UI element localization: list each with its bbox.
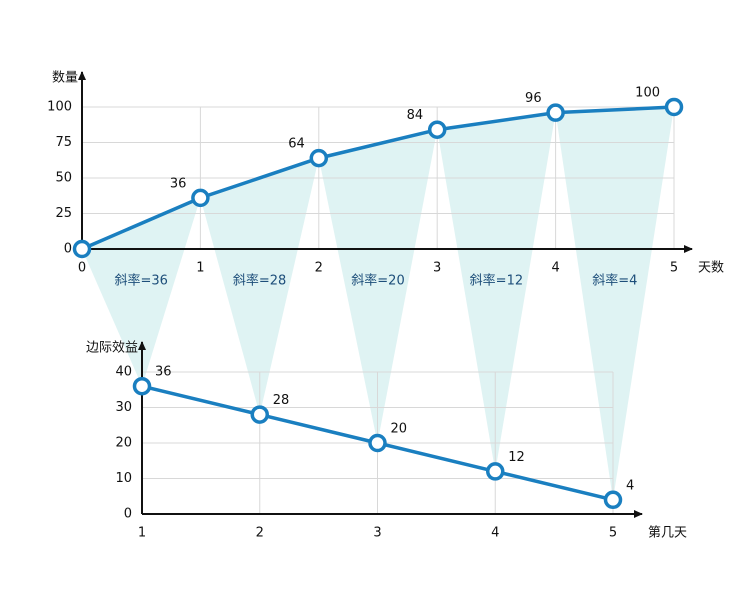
slope-triangle <box>318 129 438 443</box>
x-axis-label: 天数 <box>698 261 724 276</box>
y-tick-label: 10 <box>115 471 132 486</box>
x-tick-label: 5 <box>609 526 617 541</box>
slope-annotation: 斜率=4 <box>592 273 637 289</box>
x-tick-label: 4 <box>491 526 499 541</box>
data-label: 84 <box>407 108 424 123</box>
point <box>427 120 447 139</box>
point <box>368 433 387 453</box>
point <box>191 188 210 208</box>
data-label: 4 <box>626 478 634 493</box>
y-tick-label: 30 <box>115 400 132 415</box>
x-tick-label: 2 <box>315 261 323 276</box>
y-tick-label: 50 <box>55 171 72 186</box>
x-tick-label: 0 <box>78 261 86 276</box>
x-axis-label: 第几天 <box>648 526 687 541</box>
point <box>664 97 684 117</box>
x-tick-label: 1 <box>138 526 146 541</box>
slope-triangle <box>200 158 319 415</box>
data-label: 12 <box>508 450 525 465</box>
slope-triangle <box>82 197 201 387</box>
point <box>72 239 92 259</box>
line <box>81 105 675 251</box>
y-axis-label: 数量 <box>52 71 78 86</box>
y-tick-label: 40 <box>115 365 132 380</box>
triangles <box>82 107 674 500</box>
data-label: 64 <box>288 137 305 152</box>
point <box>250 405 269 424</box>
x-tick-label: 3 <box>373 526 381 541</box>
slope-annotation: 斜率=20 <box>351 273 404 289</box>
slope-triangle <box>437 112 556 472</box>
data-label: 20 <box>391 422 408 437</box>
data-label: 100 <box>635 86 660 101</box>
x-tick-label: 5 <box>670 261 678 276</box>
slope-annotation: 斜率=12 <box>470 273 523 289</box>
point <box>309 148 329 168</box>
point <box>132 376 152 396</box>
y-tick-label: 75 <box>55 135 72 150</box>
data-label: 28 <box>273 393 290 408</box>
y-tick-label: 25 <box>55 206 72 221</box>
slope-triangle <box>555 107 674 500</box>
x-tick-label: 2 <box>256 526 264 541</box>
x-tick-label: 1 <box>196 261 204 276</box>
y-tick-label: 0 <box>124 507 132 522</box>
data-label: 36 <box>155 365 172 380</box>
point <box>546 103 565 122</box>
point <box>486 462 505 481</box>
y-tick-label: 0 <box>64 242 72 257</box>
data-label: 36 <box>170 176 187 191</box>
x-tick-label: 3 <box>433 261 441 276</box>
x-tick-label: 4 <box>551 261 559 276</box>
y-tick-label: 20 <box>115 436 132 451</box>
point <box>603 490 623 510</box>
y-tick-label: 100 <box>47 100 72 115</box>
slope-annotation: 斜率=36 <box>114 273 167 289</box>
slope-annotation: 斜率=28 <box>233 273 286 289</box>
y-axis-label: 边际效益 <box>86 341 138 356</box>
data-label: 96 <box>525 91 542 106</box>
